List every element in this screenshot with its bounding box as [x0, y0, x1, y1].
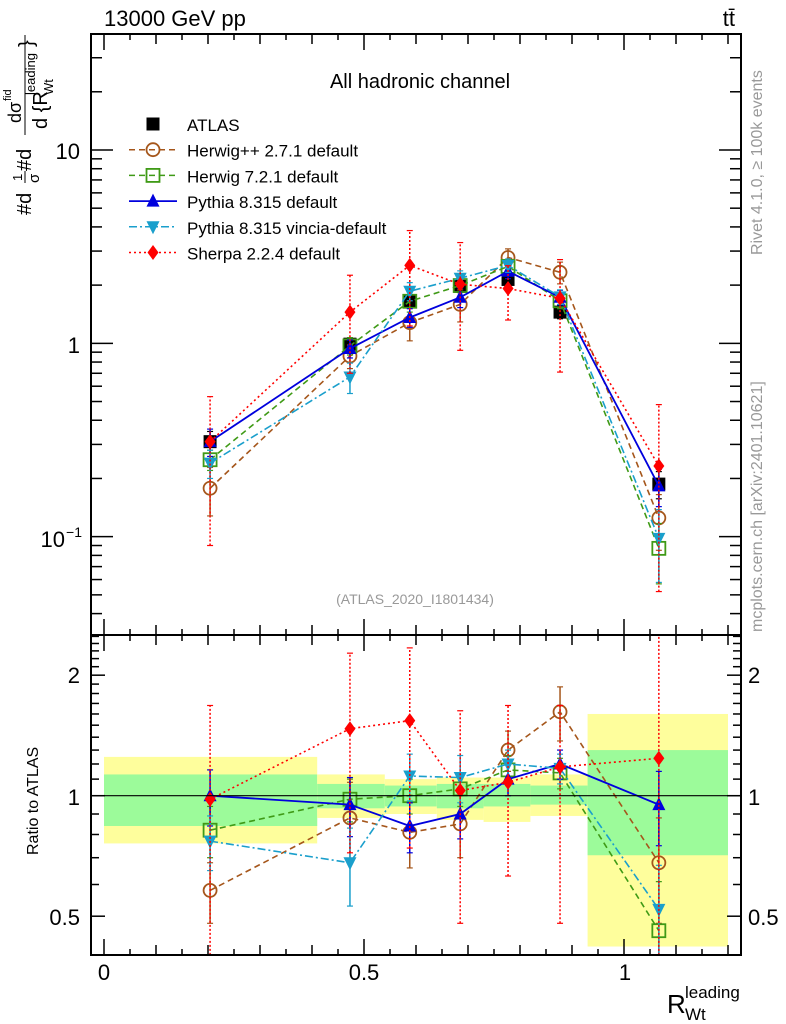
legend: ATLAS Herwig++ 2.7.1 default Herwig 7.2.1 …	[129, 116, 387, 264]
main-data-point	[652, 478, 666, 492]
xlabel-main: R	[667, 989, 686, 1019]
legend-marker	[147, 245, 159, 260]
ylabel-frac1-den: σ	[26, 173, 43, 183]
legend-marker	[146, 221, 160, 235]
main-y-tick-labels: 10 1 10 −1	[41, 139, 83, 552]
main-data-point	[502, 281, 514, 297]
ratio-data-point	[653, 750, 665, 766]
main-data-point	[454, 276, 466, 292]
main-series-line	[209, 256, 660, 519]
legend-marker	[145, 142, 161, 158]
legend-label: Pythia 8.315 vincia-default	[187, 219, 387, 238]
ratio-y-tick-1: 1	[68, 785, 80, 810]
legend-marker	[146, 117, 160, 131]
x-tick-label-0: 0	[98, 960, 110, 985]
ratio-y-tick-labels-left: 2 1 0.5	[49, 663, 80, 930]
y-tick-label-10: 10	[56, 139, 80, 164]
ratio-data-point	[501, 758, 515, 772]
main-data-point	[404, 257, 416, 273]
ylabel-frac2-den-sup: leading	[23, 53, 38, 95]
legend-item-sherpa-2-2-4-default: Sherpa 2.2.4 default	[129, 245, 340, 264]
ylabel-prefix: #d	[14, 193, 36, 215]
main-y-axis-label: #d 1 σ #d dσ fid d {R leading Wt }	[2, 35, 56, 215]
legend-label: Sherpa 2.2.4 default	[187, 245, 340, 264]
ratio-data-point	[343, 857, 357, 871]
legend-item-herwig-2-7-1-default: Herwig++ 2.7.1 default	[129, 142, 358, 161]
legend-label: Herwig 7.2.1 default	[187, 167, 338, 186]
xlabel-sub: Wt	[685, 1005, 706, 1024]
main-series-line	[209, 264, 660, 467]
ratio-y-tick-0.5: 0.5	[49, 905, 80, 930]
ratio-series-sherpa-2-2-4-default	[204, 634, 665, 956]
ratio-y-axis-label: Ratio to ATLAS	[25, 747, 42, 855]
ratio-data-point	[404, 713, 416, 729]
x-tick-labels: 0 0.5 1	[98, 960, 631, 985]
ratio-y-tick-labels-right: 2 1 0.5	[748, 663, 779, 930]
legend-item-pythia-8-315-default: Pythia 8.315 default	[129, 193, 338, 212]
ratio-data-point	[453, 806, 467, 820]
legend-marker	[145, 167, 161, 183]
main-series-line	[209, 265, 660, 549]
main-data-point	[453, 289, 467, 303]
y-tick-label-0.1-exponent: −1	[66, 524, 82, 540]
ylabel-frac1-num: 1	[10, 174, 25, 181]
legend-label: Pythia 8.315 default	[187, 193, 338, 212]
ratio-y-tick-0.5-right: 0.5	[748, 905, 779, 930]
energy-label: 13000 GeV pp	[104, 6, 246, 31]
ratio-y-tick-2-right: 2	[748, 663, 760, 688]
ratio-y-tick-2: 2	[68, 663, 80, 688]
ratio-data-point	[344, 721, 356, 737]
legend-label: ATLAS	[187, 116, 240, 135]
ratio-y-tick-1-right: 1	[748, 785, 760, 810]
ratio-data-point	[403, 818, 417, 832]
main-data-point	[343, 371, 357, 385]
x-axis-label: R leading Wt	[667, 983, 740, 1024]
ylabel-frac2-den-sub: Wt	[41, 79, 56, 95]
ratio-data-point	[454, 783, 466, 799]
main-data-point	[344, 304, 356, 320]
main-series-sherpa-2-2-4-default	[204, 229, 665, 593]
ratio-data-point	[652, 797, 666, 811]
legend-label: Herwig++ 2.7.1 default	[187, 142, 358, 161]
main-data-point	[204, 434, 216, 450]
analysis-tag: (ATLAS_2020_I1801434)	[336, 591, 494, 607]
ylabel-frac2-den: d {R	[30, 91, 52, 129]
plot-title: All hadronic channel	[330, 71, 510, 93]
x-tick-label-1: 1	[619, 960, 631, 985]
ylabel-close: }	[16, 40, 38, 47]
main-series-pythia-8-315-default	[203, 263, 666, 508]
band-inner-bin-5	[530, 785, 588, 805]
ratio-series-layer	[202, 634, 667, 956]
process-label: tt̄	[723, 6, 735, 31]
ylabel-frac2-num-sup: fid	[2, 89, 14, 101]
xlabel-sup: leading	[685, 983, 740, 1002]
y-tick-label-0.1: 10	[41, 527, 65, 552]
legend-marker	[146, 193, 160, 207]
main-data-point	[554, 290, 566, 306]
y-tick-label-1: 1	[68, 333, 80, 358]
legend-item-herwig-7-2-1-default: Herwig 7.2.1 default	[129, 167, 338, 186]
axis-ticks	[91, 34, 741, 956]
legend-item-pythia-8-315-vincia-default: Pythia 8.315 vincia-default	[129, 219, 387, 238]
main-data-point	[202, 480, 218, 496]
rivet-label: Rivet 4.1.0, ≥ 100k events	[749, 70, 766, 255]
main-data-point	[653, 458, 665, 474]
ratio-data-point	[502, 774, 514, 790]
ylabel-mid: #d	[14, 149, 36, 171]
x-tick-label-0.5: 0.5	[349, 960, 380, 985]
ratio-data-point	[554, 759, 566, 775]
main-series-line	[209, 264, 660, 539]
legend-item-atlas: ATLAS	[146, 116, 240, 135]
ratio-data-point	[403, 770, 417, 784]
main-series-layer	[202, 229, 667, 593]
ylabel-frac2-num: dσ	[5, 102, 25, 123]
ratio-bands	[104, 713, 728, 947]
mcplots-label: mcplots.cern.ch [arXiv:2401.10621]	[749, 381, 766, 632]
